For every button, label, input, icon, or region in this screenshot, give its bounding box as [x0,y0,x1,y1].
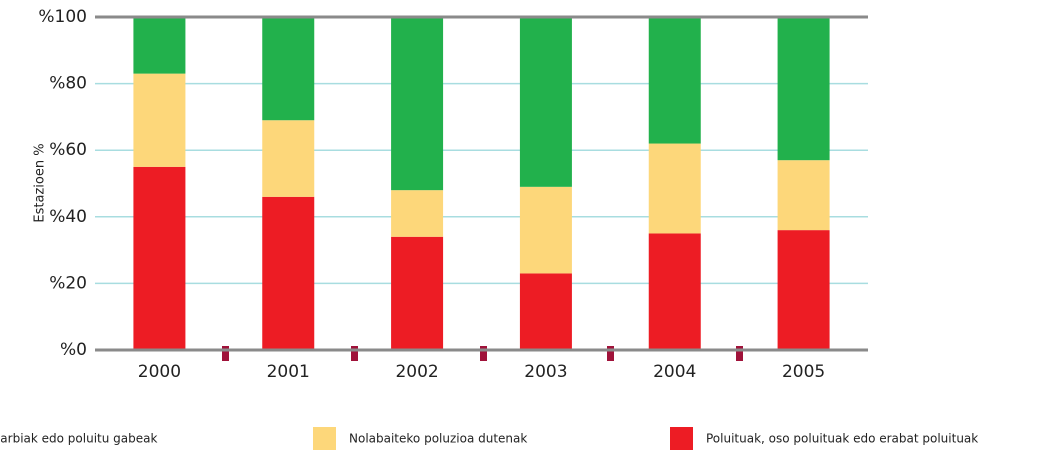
separator [222,346,229,361]
legend-swatch [313,427,336,450]
bar-segment [262,120,315,197]
separator [607,346,614,361]
separator [480,346,487,361]
y-tick-label: %100 [38,7,87,27]
x-tick-label: 2004 [653,362,696,382]
bar-segment [262,17,315,121]
bar-segment [133,73,186,167]
bar-segment [262,196,315,350]
y-tick-label: %80 [49,74,87,94]
bar-segment [519,186,572,274]
bar-segment [519,17,572,187]
separator [736,346,743,361]
separators [222,346,743,361]
bar-segment [777,17,830,161]
x-tick-label: 2003 [524,362,567,382]
x-tick-label: 2001 [267,362,310,382]
bar-segment [391,236,444,350]
separator [351,346,358,361]
bar-segment [648,17,701,144]
legend-label: Poluituak, oso poluituak edo erabat polu… [706,432,978,446]
bar-segment [648,143,701,234]
x-tick-label: 2005 [782,362,825,382]
y-tick-label: %60 [49,140,87,160]
bar-segment [133,166,186,350]
bar-segment [519,273,572,350]
x-tick-label: 2000 [138,362,181,382]
bar-segment [777,160,830,231]
y-axis-label: Estazioen % [33,143,48,222]
legend-label: Nolabaiteko poluzioa dutenak [349,432,527,446]
legend-swatch [670,427,693,450]
bar-segment [391,190,444,237]
legend-label: Garbiak edo poluitu gabeak [0,432,157,446]
bar-segment [391,17,444,191]
bar-segment [777,230,830,350]
x-tick-label: 2002 [395,362,438,382]
bar-segment [133,17,186,74]
y-tick-label: %0 [60,340,87,360]
y-tick-label: %20 [49,273,87,293]
y-tick-label: %40 [49,207,87,227]
bar-segment [648,233,701,350]
